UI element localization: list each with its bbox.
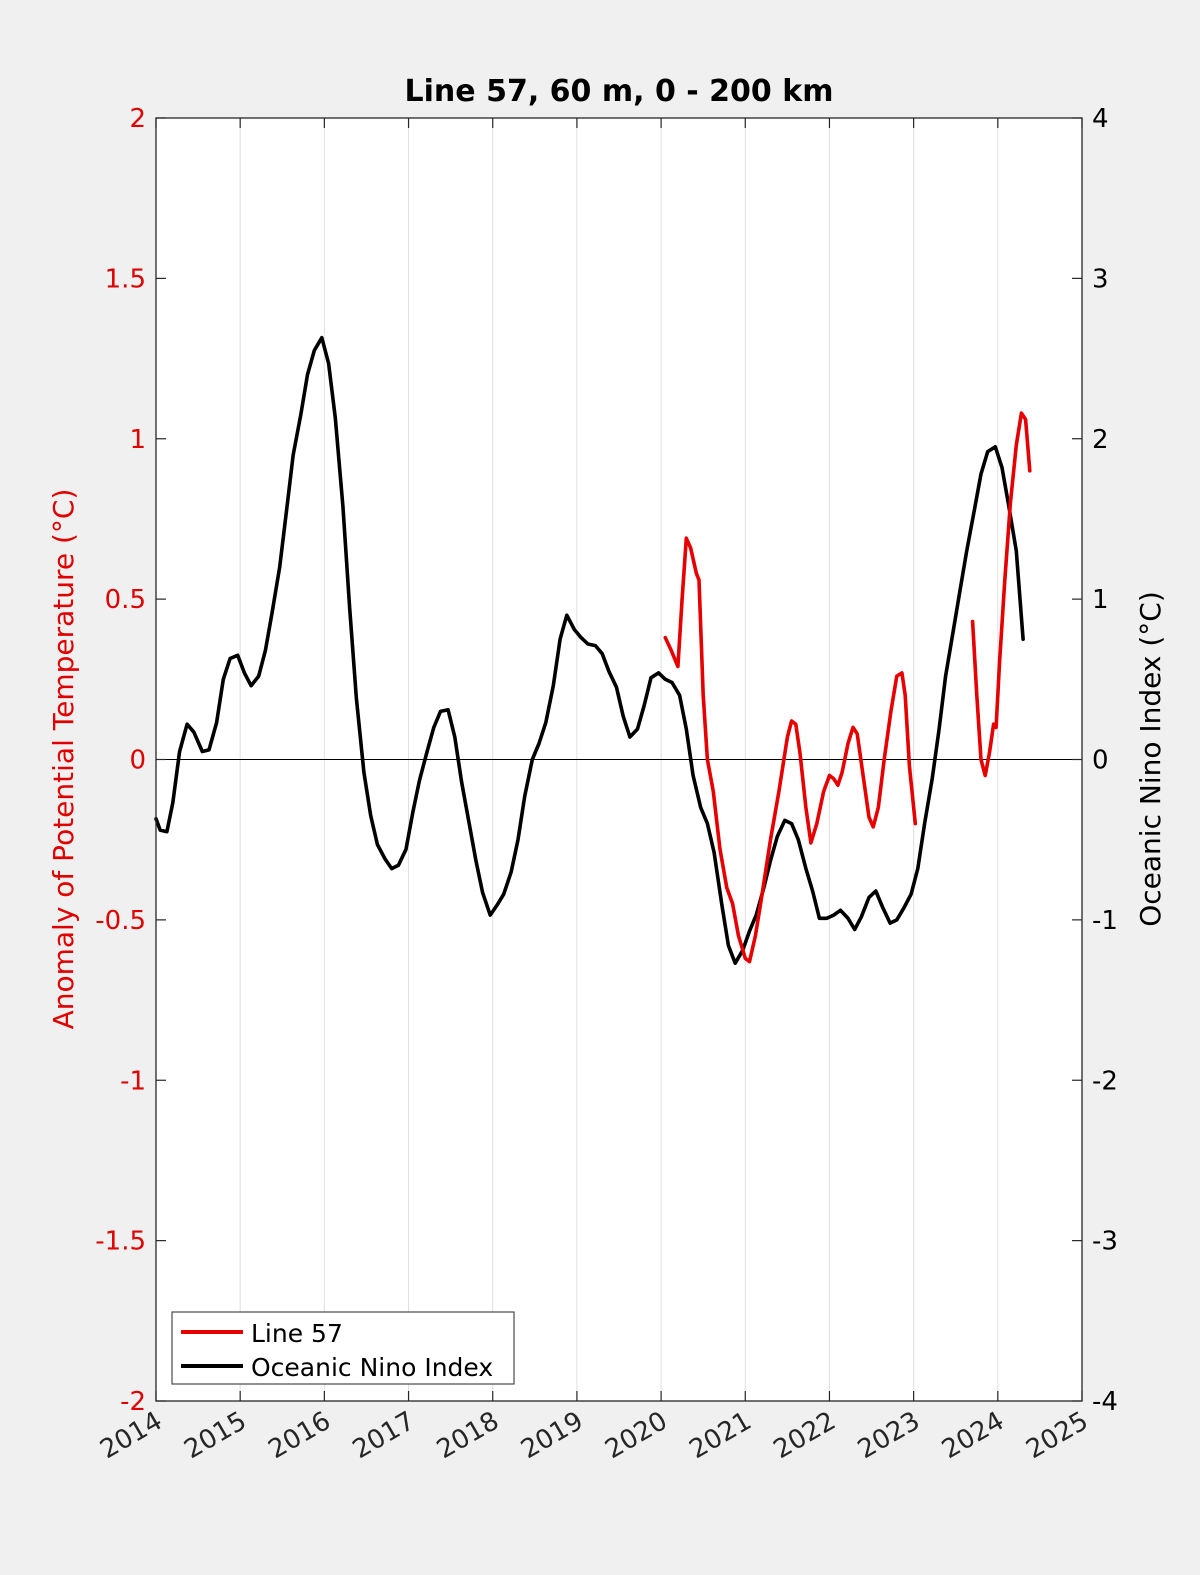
y-left-tick-label: -1 (120, 1066, 146, 1096)
y-left-tick-label: -0.5 (95, 906, 146, 936)
y-left-tick-label: -1.5 (95, 1227, 146, 1257)
y-right-tick-label: 4 (1092, 104, 1109, 134)
x-tick-label: 2022 (769, 1406, 841, 1465)
y-left-tick-label: 2 (129, 104, 146, 134)
x-tick-label: 2024 (937, 1406, 1009, 1465)
left-axis-label: Anomaly of Potential Temperature (°C) (47, 489, 80, 1030)
legend: Line 57 Oceanic Nino Index (171, 1311, 515, 1385)
y-right-tick-label: -1 (1092, 906, 1118, 936)
x-tick-label: 2016 (264, 1406, 336, 1465)
x-tick-label: 2020 (600, 1406, 672, 1465)
y-right-tick-label: -3 (1092, 1227, 1118, 1257)
x-tick-label: 2023 (853, 1406, 925, 1465)
y-right-tick-label: 3 (1092, 264, 1109, 294)
y-left-tick-label: 0 (129, 746, 146, 776)
x-tick-label: 2021 (684, 1406, 756, 1465)
right-axis-label: Oceanic Nino Index (°C) (1134, 591, 1167, 927)
chart-title: Line 57, 60 m, 0 - 200 km (405, 74, 834, 109)
y-right-tick-label: -4 (1092, 1387, 1118, 1417)
legend-box (171, 1311, 515, 1385)
y-right-tick-label: 1 (1092, 585, 1109, 615)
x-tick-label: 2018 (432, 1406, 504, 1465)
y-left-tick-label: 1 (129, 425, 146, 455)
x-tick-label: 2015 (179, 1406, 251, 1465)
series-oceanic-nino-index-segment-0 (154, 335, 1025, 965)
y-right-tick-label: -2 (1092, 1066, 1118, 1096)
y-left-tick-label: 0.5 (105, 585, 146, 615)
series-line-57-segment-0 (663, 536, 918, 964)
legend-label-line57: Line 57 (251, 1319, 343, 1348)
series-layer (154, 335, 1032, 965)
y-left-tick-label: 1.5 (105, 264, 146, 294)
y-right-tick-label: 0 (1092, 746, 1109, 776)
x-tick-label: 2025 (1021, 1406, 1093, 1465)
series-line-57-segment-1 (970, 411, 1032, 778)
x-tick-label: 2017 (348, 1406, 420, 1465)
y-right-tick-label: 2 (1092, 425, 1109, 455)
legend-label-oni: Oceanic Nino Index (251, 1353, 493, 1382)
x-tick-label: 2019 (516, 1406, 588, 1465)
y-left-tick-label: -2 (120, 1387, 146, 1417)
